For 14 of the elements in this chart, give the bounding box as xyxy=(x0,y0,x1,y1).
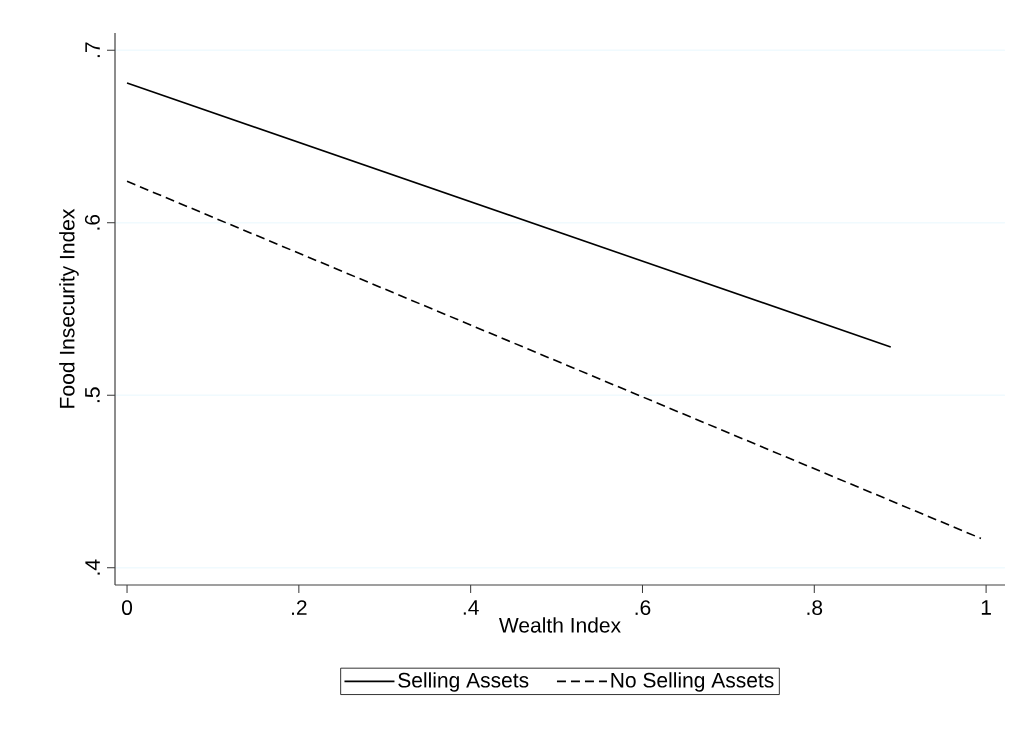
legend-label: Selling Assets xyxy=(398,672,529,692)
legend-label: No Selling Assets xyxy=(611,672,774,692)
x-tick-label: .4 xyxy=(463,600,479,615)
x-axis-title: Wealth Index xyxy=(499,617,621,633)
y-tick-label: .7 xyxy=(85,42,100,58)
x-tick-label: .2 xyxy=(292,600,307,615)
x-tick-label: 0 xyxy=(122,600,133,616)
x-tick-label: .6 xyxy=(635,600,651,616)
y-tick-label: .6 xyxy=(84,214,100,230)
y-tick-label: .5 xyxy=(85,387,100,403)
y-tick-label: .4 xyxy=(85,559,100,575)
y-axis-title: Food Insecurity Index xyxy=(59,208,79,408)
x-tick-label: .8 xyxy=(807,600,823,616)
x-tick-label: 1 xyxy=(981,600,991,615)
